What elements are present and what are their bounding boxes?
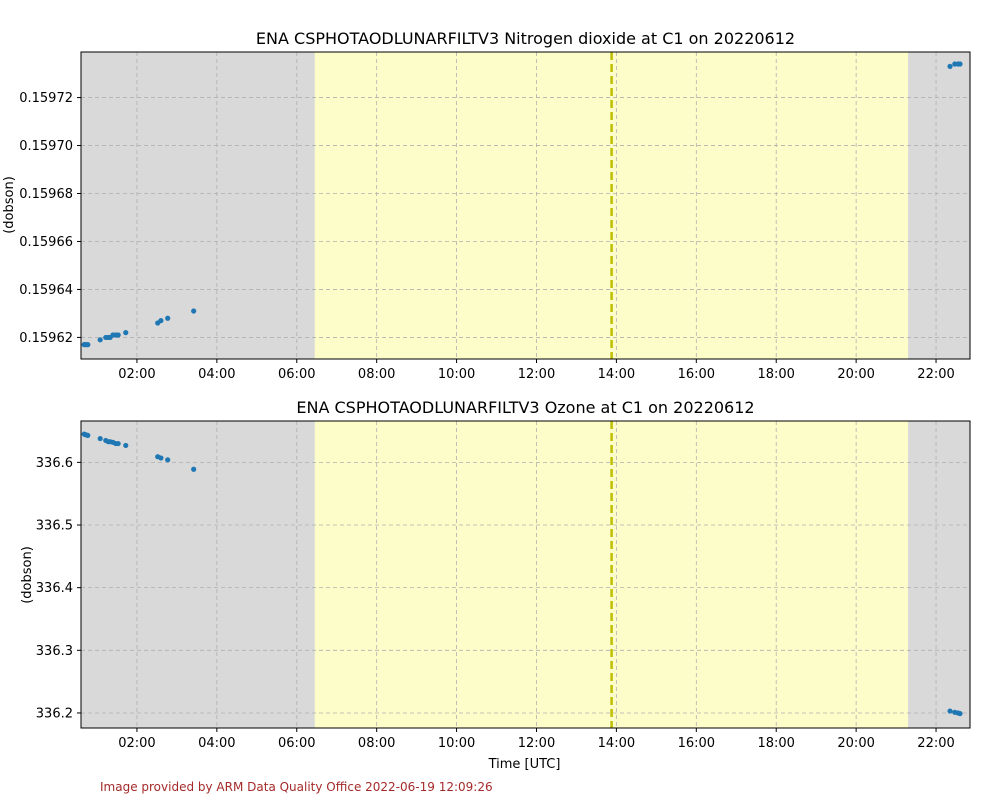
data-series (81, 61, 963, 348)
y-tick-label: 336.6 (36, 456, 73, 471)
x-tick-label: 16:00 (678, 736, 715, 751)
x-tick-label: 12:00 (518, 736, 555, 751)
data-point (947, 63, 953, 69)
chart-title: ENA CSPHOTAODLUNARFILTV3 Nitrogen dioxid… (256, 29, 795, 48)
data-point (123, 330, 129, 336)
data-point (165, 315, 171, 321)
x-axis-label: Time [UTC] (488, 757, 561, 772)
x-tick-label: 16:00 (678, 367, 715, 382)
x-tick-label: 02:00 (118, 736, 155, 751)
data-point (158, 318, 164, 324)
data-point (115, 332, 121, 338)
data-point (191, 308, 197, 314)
plot-frame (80, 420, 971, 729)
y-tick-label: 0.15964 (19, 283, 73, 298)
data-series (81, 431, 963, 717)
data-point (97, 337, 103, 343)
data-point (123, 442, 129, 449)
x-tick-label: 06:00 (278, 367, 315, 382)
y-tick-label: 0.15972 (19, 91, 73, 106)
chart-panel-1: 02:00 04:00 06:00 08:00 10:00 12:00 14:00 16:00… (2, 29, 971, 382)
x-tick-label: 08:00 (358, 367, 395, 382)
y-tick-label: 336.4 (36, 581, 73, 596)
y-tick-label: 0.15968 (19, 187, 73, 202)
data-point (191, 466, 197, 472)
x-tick-label: 06:00 (278, 736, 315, 751)
data-point (115, 440, 121, 447)
y-tick-label: 0.15962 (19, 331, 73, 346)
x-tick-label: 20:00 (837, 367, 874, 382)
data-point (957, 61, 963, 67)
data-point (85, 342, 91, 348)
y-tick-label: 0.15970 (19, 139, 73, 154)
x-tick-label: 18:00 (757, 736, 794, 751)
x-tick-label: 18:00 (757, 367, 794, 382)
data-point (85, 432, 91, 439)
y-tick-label: 336.2 (36, 706, 73, 721)
x-tick-label: 08:00 (358, 736, 395, 751)
data-point (957, 710, 963, 717)
y-tick-label: 0.15966 (19, 235, 73, 250)
y-tick-label: 336.5 (36, 519, 73, 534)
daytime-band (314, 421, 909, 728)
chart-title: ENA CSPHOTAODLUNARFILTV3 Ozone at C1 on … (296, 398, 754, 417)
x-tick-label: 14:00 (598, 736, 635, 751)
footer-credit: Image provided by ARM Data Quality Offic… (100, 780, 493, 794)
x-tick-label: 02:00 (118, 367, 155, 382)
y-axis-label: (dobson) (2, 176, 17, 234)
x-tick-label: 12:00 (518, 367, 555, 382)
data-point (947, 708, 953, 714)
y-axis-label: (dobson) (20, 546, 35, 604)
chart-panel-2: 02:00 04:00 06:00 08:00 10:00 12:00 14:00 16:00… (20, 398, 971, 772)
x-tick-label: 04:00 (198, 367, 235, 382)
x-tick-label: 10:00 (438, 367, 475, 382)
data-point (158, 455, 164, 461)
x-tick-label: 14:00 (598, 367, 635, 382)
x-tick-label: 20:00 (837, 736, 874, 751)
data-point (165, 457, 171, 463)
x-tick-label: 22:00 (917, 736, 954, 751)
x-tick-label: 10:00 (438, 736, 475, 751)
x-tick-label: 04:00 (198, 736, 235, 751)
data-point (97, 435, 103, 442)
y-tick-label: 336.3 (36, 644, 73, 659)
x-tick-label: 22:00 (917, 367, 954, 382)
plot-frame (80, 51, 971, 360)
daytime-band (314, 52, 909, 359)
